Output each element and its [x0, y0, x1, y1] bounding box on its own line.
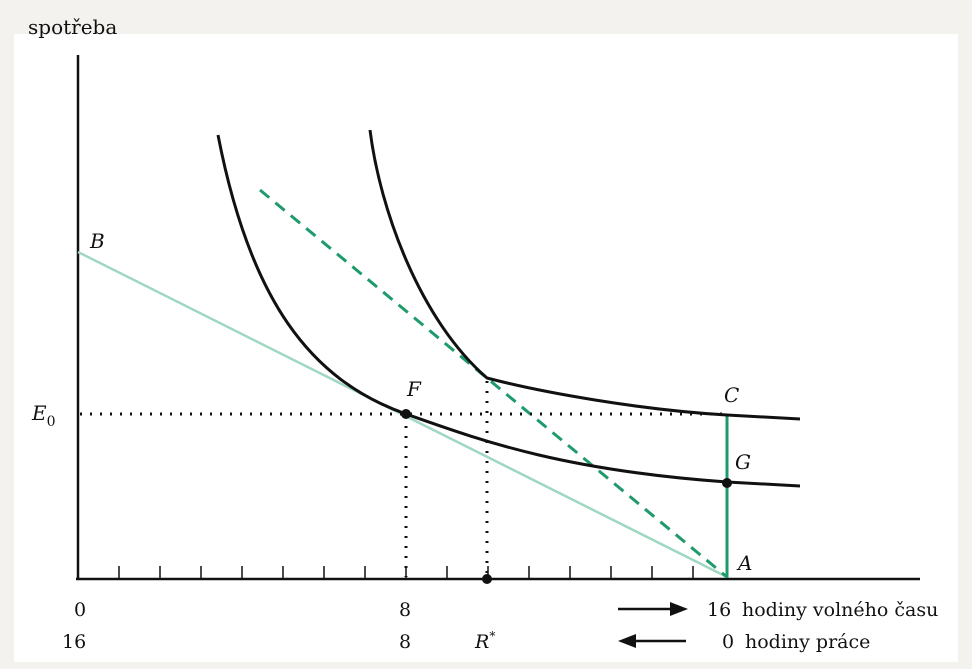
label-B: B: [89, 229, 105, 253]
label-e0: E0: [31, 401, 56, 430]
label-C: C: [724, 383, 739, 407]
leisure-zero: 0: [74, 599, 86, 621]
label-A: A: [736, 551, 752, 575]
work-eight: 8: [399, 631, 411, 653]
y-axis-label: spotřeba: [28, 15, 117, 39]
arrow-left-icon: [618, 634, 636, 648]
work-axis-text: hodiny práce: [745, 631, 870, 653]
arrow-right-icon: [670, 602, 688, 616]
point-F: [401, 409, 411, 419]
label-r-star: R*: [474, 629, 495, 653]
work-zero: 0: [722, 631, 734, 653]
dashed-budget-line: [259, 188, 728, 579]
leisure-eight: 8: [399, 599, 411, 621]
indifference-curve-upper: [368, 129, 801, 421]
indifference-curve-lower: [216, 134, 801, 488]
point-G: [722, 478, 732, 488]
leisure-axis-text: hodiny volného času: [742, 599, 938, 621]
leisure-sixteen: 16: [707, 599, 731, 621]
figure-panel: [14, 34, 958, 662]
point-r-star: [482, 574, 492, 584]
label-F: F: [406, 377, 422, 401]
work-sixteen: 16: [62, 631, 86, 653]
label-G: G: [735, 450, 751, 474]
